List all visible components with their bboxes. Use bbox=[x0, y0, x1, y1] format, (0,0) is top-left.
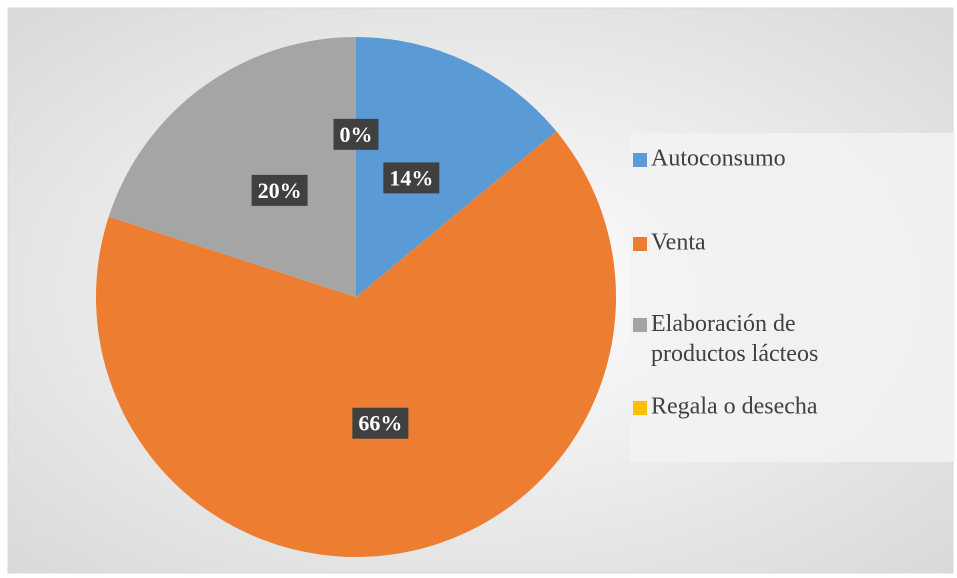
data-label: 0% bbox=[333, 118, 379, 150]
data-label: 20% bbox=[251, 174, 308, 206]
legend-label: Venta bbox=[651, 230, 706, 256]
data-label-bg bbox=[333, 118, 379, 150]
legend-swatch bbox=[633, 237, 647, 251]
data-label-text: 66% bbox=[358, 411, 402, 436]
legend-box bbox=[630, 133, 955, 462]
data-label-bg bbox=[383, 162, 440, 194]
data-label-text: 20% bbox=[258, 178, 302, 203]
data-label: 14% bbox=[383, 162, 440, 194]
data-label-bg bbox=[352, 407, 409, 439]
legend-label: Regala o desecha bbox=[651, 394, 818, 420]
pie-slice bbox=[356, 37, 557, 297]
legend-swatch bbox=[633, 318, 647, 332]
legend-label: Autoconsumo bbox=[651, 146, 786, 172]
data-label-bg bbox=[251, 174, 308, 206]
data-label: 66% bbox=[352, 407, 409, 439]
legend-swatch bbox=[633, 153, 647, 167]
legend-swatch bbox=[633, 401, 647, 415]
data-label-text: 0% bbox=[340, 122, 373, 147]
legend-label: Elaboración de productos lácteos bbox=[651, 311, 818, 367]
pie-slice bbox=[108, 37, 356, 297]
legend-line: productos lácteos bbox=[651, 341, 818, 367]
pie-slice bbox=[95, 131, 616, 557]
legend-line: Elaboración de bbox=[651, 311, 796, 337]
data-label-text: 14% bbox=[389, 165, 433, 190]
